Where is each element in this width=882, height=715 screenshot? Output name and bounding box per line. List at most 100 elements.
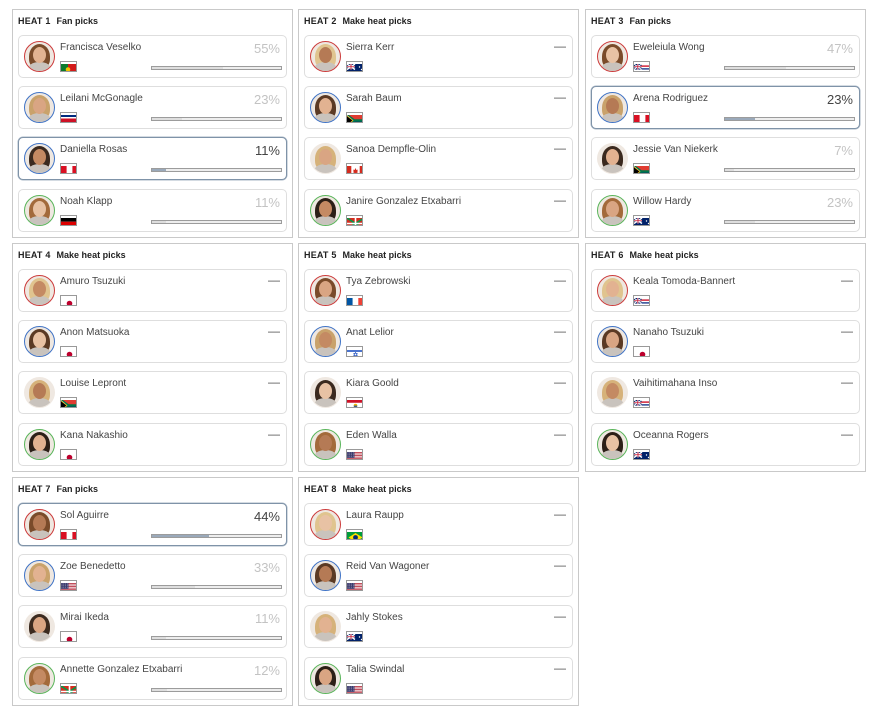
surfer-card[interactable]: Sierra Kerr — bbox=[304, 35, 573, 78]
pick-progress-bar bbox=[724, 117, 855, 121]
pick-progress-bar bbox=[151, 585, 282, 589]
surfer-avatar bbox=[597, 429, 628, 460]
heat-number: HEAT 3 bbox=[591, 16, 624, 26]
surfer-avatar bbox=[597, 195, 628, 226]
pick-progress-bar bbox=[151, 220, 282, 224]
surfer-card[interactable]: Annette Gonzalez Etxabarri 12% bbox=[18, 657, 287, 700]
basque-flag bbox=[346, 215, 363, 226]
pick-progress-fill bbox=[152, 637, 167, 639]
usa-flag bbox=[346, 683, 363, 694]
surfer-name: Annette Gonzalez Etxabarri bbox=[60, 664, 183, 675]
heat-subtitle[interactable]: Make heat picks bbox=[629, 250, 699, 260]
surfer-card[interactable]: Oceanna Rogers — bbox=[591, 423, 860, 466]
no-pick-dash: — bbox=[554, 375, 566, 389]
surfer-avatar bbox=[24, 663, 55, 694]
heat-panel: HEAT 4 Make heat picks Amuro Tsuzuki — Anon … bbox=[12, 243, 293, 472]
heat-header: HEAT 4 Make heat picks bbox=[18, 250, 126, 260]
south-africa-flag bbox=[346, 112, 363, 123]
surfer-card[interactable]: Jessie Van Niekerk 7% bbox=[591, 137, 860, 180]
surfer-name: Kana Nakashio bbox=[60, 430, 128, 441]
surfer-name: Talia Swindal bbox=[346, 664, 405, 675]
surfer-card[interactable]: Nanaho Tsuzuki — bbox=[591, 320, 860, 363]
heat-subtitle[interactable]: Fan picks bbox=[629, 16, 672, 26]
heat-subtitle[interactable]: Make heat picks bbox=[342, 16, 412, 26]
surfer-card[interactable]: Francisca Veselko 55% bbox=[18, 35, 287, 78]
surfer-name: Louise Lepront bbox=[60, 378, 127, 389]
surfer-card[interactable]: Mirai Ikeda 11% bbox=[18, 605, 287, 648]
surfer-card[interactable]: Leilani McGonagle 23% bbox=[18, 86, 287, 129]
surfer-name: Sierra Kerr bbox=[346, 42, 395, 53]
surfer-name: Willow Hardy bbox=[633, 196, 692, 207]
surfer-card[interactable]: Anat Lelior — bbox=[304, 320, 573, 363]
no-pick-dash: — bbox=[841, 273, 853, 287]
pick-progress-bar bbox=[724, 66, 855, 70]
peru-flag bbox=[60, 529, 77, 540]
surfer-avatar bbox=[310, 560, 341, 591]
surfer-card[interactable]: Laura Raupp — bbox=[304, 503, 573, 546]
surfer-avatar bbox=[24, 377, 55, 408]
surfer-card[interactable]: Janire Gonzalez Etxabarri — bbox=[304, 189, 573, 232]
surfer-card[interactable]: Sarah Baum — bbox=[304, 86, 573, 129]
usa-flag bbox=[346, 449, 363, 460]
surfer-card[interactable]: Sanoa Dempfle-Olin — bbox=[304, 137, 573, 180]
pick-progress-bar bbox=[151, 117, 282, 121]
peru-flag bbox=[60, 163, 77, 174]
heat-subtitle[interactable]: Fan picks bbox=[56, 16, 99, 26]
surfer-card[interactable]: Eden Walla — bbox=[304, 423, 573, 466]
germany-flag bbox=[60, 215, 77, 226]
pick-percentage: 11% bbox=[254, 195, 280, 210]
surfer-card[interactable]: Noah Klapp 11% bbox=[18, 189, 287, 232]
no-pick-dash: — bbox=[268, 375, 280, 389]
pick-progress-fill bbox=[152, 689, 168, 691]
surfer-avatar bbox=[310, 326, 341, 357]
surfer-card[interactable]: Keala Tomoda-Bannert — bbox=[591, 269, 860, 312]
surfer-card[interactable]: Talia Swindal — bbox=[304, 657, 573, 700]
surfer-avatar bbox=[310, 377, 341, 408]
surfer-name: Sarah Baum bbox=[346, 93, 402, 104]
surfer-card[interactable]: Kiara Goold — bbox=[304, 371, 573, 414]
surfer-card[interactable]: Kana Nakashio — bbox=[18, 423, 287, 466]
no-pick-dash: — bbox=[554, 141, 566, 155]
surfer-card[interactable]: Daniella Rosas 11% bbox=[18, 137, 287, 180]
surfer-card[interactable]: Zoe Benedetto 33% bbox=[18, 554, 287, 597]
heat-header: HEAT 2 Make heat picks bbox=[304, 16, 412, 26]
heat-number: HEAT 8 bbox=[304, 484, 337, 494]
heat-number: HEAT 6 bbox=[591, 250, 624, 260]
japan-flag bbox=[60, 295, 77, 306]
surfer-card[interactable]: Amuro Tsuzuki — bbox=[18, 269, 287, 312]
surfer-avatar bbox=[24, 611, 55, 642]
australia-flag bbox=[633, 449, 650, 460]
pick-progress-fill bbox=[152, 586, 195, 588]
pick-percentage: 55% bbox=[253, 41, 280, 56]
surfer-card[interactable]: Anon Matsuoka — bbox=[18, 320, 287, 363]
pick-percentage: 33% bbox=[253, 560, 280, 575]
heat-panel: HEAT 2 Make heat picks Sierra Kerr — Sarah B… bbox=[298, 9, 579, 238]
heat-number: HEAT 7 bbox=[18, 484, 51, 494]
pick-percentage: 12% bbox=[253, 663, 280, 678]
pick-percentage: 47% bbox=[826, 41, 853, 56]
australia-flag bbox=[346, 61, 363, 72]
pick-progress-fill bbox=[725, 169, 735, 171]
heat-subtitle[interactable]: Fan picks bbox=[56, 484, 99, 494]
surfer-card[interactable]: Tya Zebrowski — bbox=[304, 269, 573, 312]
surfer-avatar bbox=[24, 143, 55, 174]
surfer-card[interactable]: Sol Aguirre 44% bbox=[18, 503, 287, 546]
heat-subtitle[interactable]: Make heat picks bbox=[342, 250, 412, 260]
heat-header: HEAT 1 Fan picks bbox=[18, 16, 98, 26]
surfer-avatar bbox=[24, 92, 55, 123]
heat-subtitle[interactable]: Make heat picks bbox=[342, 484, 412, 494]
heat-subtitle[interactable]: Make heat picks bbox=[56, 250, 126, 260]
surfer-card[interactable]: Reid Van Wagoner — bbox=[304, 554, 573, 597]
japan-flag bbox=[60, 449, 77, 460]
surfer-card[interactable]: Jahly Stokes — bbox=[304, 605, 573, 648]
surfer-card[interactable]: Willow Hardy 23% bbox=[591, 189, 860, 232]
surfer-avatar bbox=[597, 143, 628, 174]
usa-flag bbox=[60, 580, 77, 591]
surfer-card[interactable]: Arena Rodriguez 23% bbox=[591, 86, 860, 129]
heat-header: HEAT 7 Fan picks bbox=[18, 484, 98, 494]
surfer-card[interactable]: Louise Lepront — bbox=[18, 371, 287, 414]
pick-percentage: 23% bbox=[826, 92, 853, 107]
surfer-name: Sol Aguirre bbox=[60, 510, 109, 521]
surfer-card[interactable]: Vaihitimahana Inso — bbox=[591, 371, 860, 414]
surfer-card[interactable]: Eweleiula Wong 47% bbox=[591, 35, 860, 78]
